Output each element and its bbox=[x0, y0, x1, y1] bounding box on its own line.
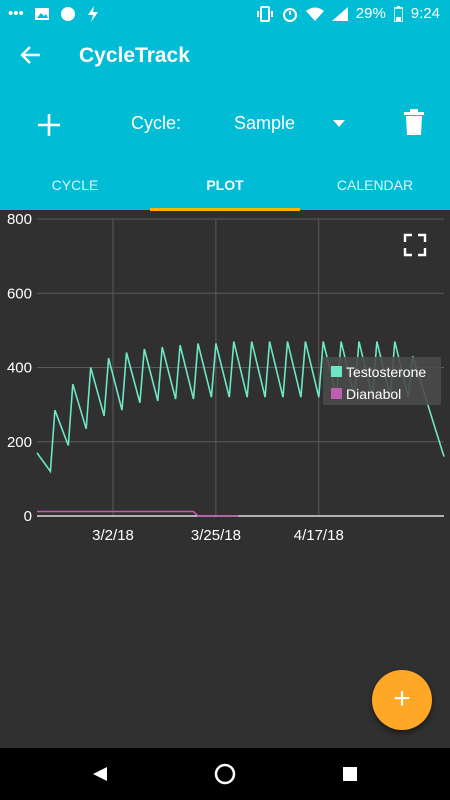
legend-box bbox=[323, 357, 441, 405]
active-tab-indicator bbox=[150, 208, 300, 211]
add-fab-button[interactable]: + bbox=[372, 670, 432, 730]
chart-series bbox=[36, 341, 445, 517]
chart-axes: 0 200 400 600 800 3/2/18 3/25/18 4/17/18 bbox=[7, 211, 444, 544]
flash-notification-icon bbox=[87, 5, 98, 22]
series-line-dianabol bbox=[37, 510, 239, 517]
legend-swatch bbox=[331, 366, 342, 377]
tab-plot[interactable]: PLOT bbox=[206, 177, 244, 193]
fullscreen-icon[interactable] bbox=[403, 233, 427, 257]
app-title: CycleTrack bbox=[79, 44, 190, 67]
nav-back-icon[interactable] bbox=[93, 767, 107, 781]
cycle-selected-value: Sample bbox=[234, 113, 296, 133]
tab-calendar[interactable]: CALENDAR bbox=[336, 177, 414, 193]
legend-label: Dianabol bbox=[346, 386, 401, 402]
battery-percent: 29% bbox=[355, 5, 386, 22]
dropdown-arrow-icon bbox=[333, 119, 346, 127]
x-tick-label: 4/17/18 bbox=[294, 527, 344, 544]
legend-swatch bbox=[331, 388, 342, 399]
wifi-icon bbox=[305, 7, 324, 21]
plot-chart[interactable]: 0 200 400 600 800 3/2/18 3/25/18 4/17/18 Testos… bbox=[0, 211, 450, 551]
y-tick-label: 0 bbox=[24, 508, 32, 525]
delete-cycle-icon[interactable] bbox=[403, 108, 425, 136]
y-tick-label: 800 bbox=[7, 211, 32, 228]
vibrate-icon bbox=[256, 5, 273, 22]
tab-bar: CYCLE PLOT CALENDAR bbox=[0, 168, 450, 210]
add-cycle-icon[interactable] bbox=[36, 112, 62, 138]
x-tick-label: 3/2/18 bbox=[92, 527, 134, 544]
legend-label: Testosterone bbox=[346, 364, 426, 380]
cycle-dropdown[interactable]: Sample bbox=[234, 113, 346, 134]
app-bar: CycleTrack Cycle: Sample CYCLE PLOT CALE… bbox=[0, 28, 450, 210]
y-tick-label: 400 bbox=[7, 360, 32, 377]
y-tick-label: 200 bbox=[7, 434, 32, 451]
nav-recents-icon[interactable] bbox=[343, 767, 357, 781]
battery-icon bbox=[393, 5, 403, 22]
image-notification-icon bbox=[34, 7, 49, 20]
system-nav-bar bbox=[0, 748, 450, 800]
clock: 9:24 bbox=[410, 5, 440, 22]
status-bar: ••• 29% 9:24 bbox=[0, 0, 450, 28]
back-arrow-icon[interactable] bbox=[18, 42, 44, 68]
alarm-icon bbox=[282, 7, 297, 22]
cycle-label: Cycle: bbox=[131, 113, 182, 133]
x-tick-label: 3/25/18 bbox=[191, 527, 241, 544]
series-line-testosterone bbox=[36, 341, 445, 474]
signal-icon bbox=[331, 6, 348, 21]
more-notifications-icon: ••• bbox=[8, 5, 24, 22]
chart-legend: Testosterone Dianabol bbox=[323, 357, 441, 405]
tab-cycle[interactable]: CYCLE bbox=[51, 177, 99, 193]
nav-home-icon[interactable] bbox=[214, 763, 236, 785]
sync-notification-icon bbox=[60, 6, 75, 21]
y-tick-label: 600 bbox=[7, 285, 32, 302]
